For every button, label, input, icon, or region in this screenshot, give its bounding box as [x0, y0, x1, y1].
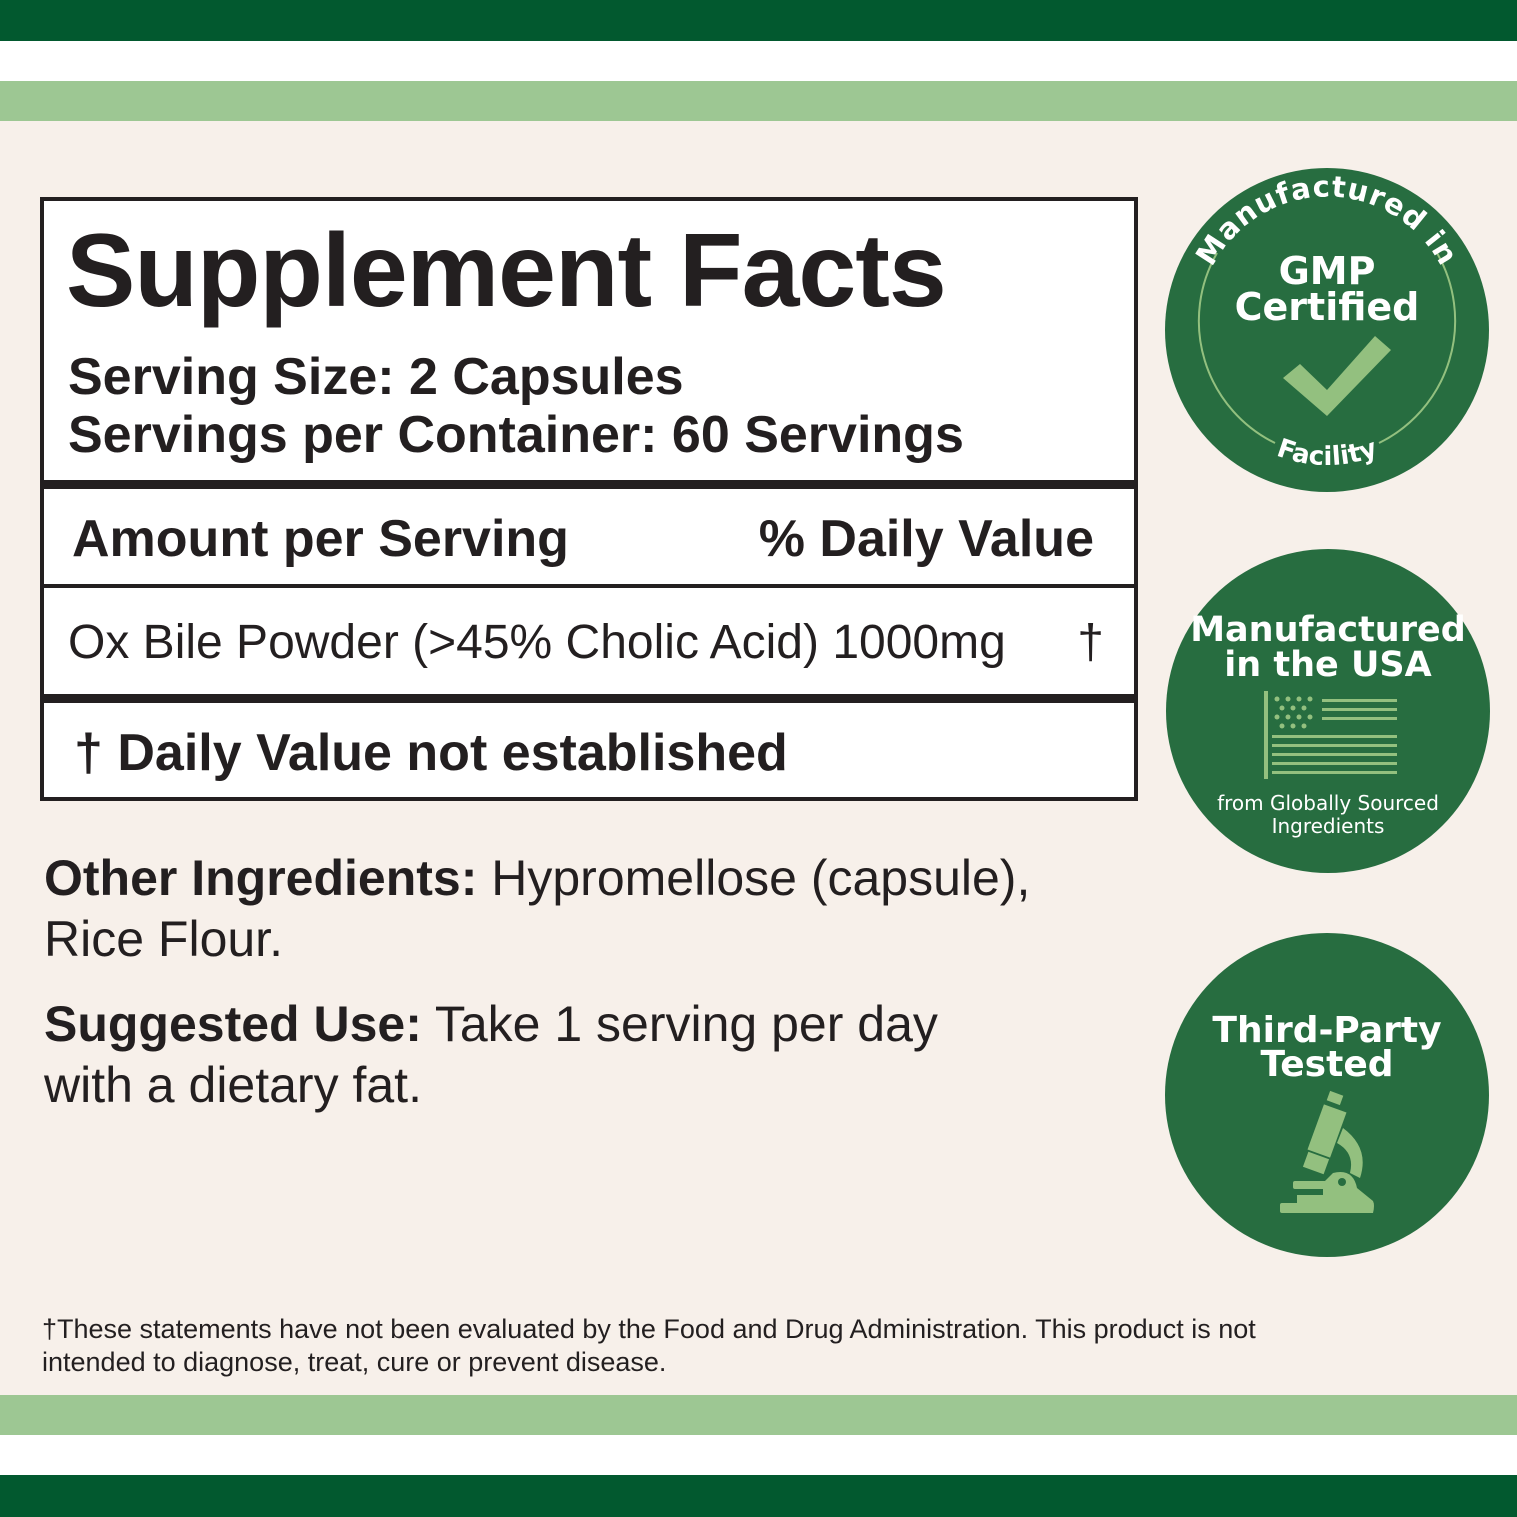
suggested-use-label: Suggested Use: — [44, 996, 422, 1052]
badge-title-1: Manufactured — [1190, 610, 1466, 650]
bottom-dark-band — [0, 1475, 1517, 1517]
us-flag-icon — [1264, 691, 1397, 779]
header-amount: Amount per Serving — [72, 510, 569, 568]
suggested-use-text-2: with a dietary fat. — [44, 1057, 422, 1113]
supplement-facts-panel: Supplement Facts Serving Size: 2 Capsule… — [40, 197, 1138, 801]
badge-title-2: Certified — [1234, 285, 1420, 329]
top-dark-band — [0, 0, 1517, 41]
bottom-light-band — [0, 1395, 1517, 1435]
ingredient-name: Ox Bile Powder (>45% Cholic Acid) 1000mg — [68, 616, 1006, 669]
suggested-use: Suggested Use: Take 1 serving per day wi… — [44, 994, 1144, 1116]
serving-size: Serving Size: 2 Capsules — [68, 348, 684, 406]
badge-sub-2: Ingredients — [1271, 814, 1385, 838]
badge-title-1: Third-Party — [1212, 1010, 1442, 1051]
badge-title-2: Tested — [1260, 1044, 1394, 1085]
checkmark-icon — [1283, 336, 1391, 416]
divider — [44, 584, 1134, 588]
badge-title-1: GMP — [1278, 249, 1376, 293]
header-daily-value: % Daily Value — [758, 510, 1094, 568]
top-light-band — [0, 81, 1517, 121]
daily-value-footnote: † Daily Value not established — [74, 724, 788, 782]
facts-title: Supplement Facts — [66, 213, 947, 329]
ingredient-dv: † — [1077, 616, 1104, 669]
other-ingredients-text-2: Rice Flour. — [44, 911, 283, 967]
other-ingredients-label: Other Ingredients: — [44, 850, 478, 906]
gmp-certified-badge: Manufactured in Facility GMP Certified — [1165, 168, 1489, 492]
other-ingredients-text: Hypromellose (capsule), — [477, 850, 1031, 906]
servings-per-container: Servings per Container: 60 Servings — [68, 406, 964, 464]
disclaimer-line-2: intended to diagnose, treat, cure or pre… — [42, 1347, 667, 1377]
fda-disclaimer: †These statements have not been evaluate… — [42, 1313, 1256, 1379]
made-in-usa-badge: Manufactured in the USA from Globally So… — [1166, 549, 1490, 873]
disclaimer-line-1: †These statements have not been evaluate… — [42, 1314, 1256, 1344]
other-ingredients: Other Ingredients: Hypromellose (capsule… — [44, 848, 1144, 970]
badge-bottom-arc: Facility — [1273, 433, 1381, 472]
thick-divider — [44, 694, 1134, 703]
thick-divider — [44, 480, 1134, 489]
top-white-band — [0, 41, 1517, 81]
badge-title-2: in the USA — [1224, 645, 1432, 685]
badge-sub-1: from Globally Sourced — [1217, 791, 1439, 815]
microscope-icon — [1280, 1090, 1374, 1213]
third-party-tested-badge: Third-Party Tested — [1165, 933, 1489, 1257]
suggested-use-text: Take 1 serving per day — [421, 996, 938, 1052]
bottom-white-band — [0, 1435, 1517, 1475]
